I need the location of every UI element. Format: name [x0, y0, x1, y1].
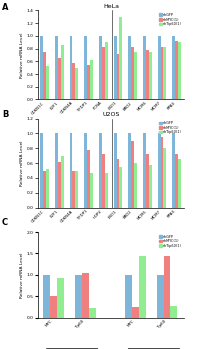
Text: A: A — [2, 3, 8, 13]
Bar — [146, 154, 149, 208]
Bar — [84, 134, 87, 208]
Bar — [40, 36, 43, 99]
Bar — [43, 275, 50, 318]
Bar — [61, 45, 64, 99]
Bar — [89, 308, 96, 318]
Bar — [84, 36, 87, 99]
Bar — [50, 296, 57, 318]
Text: B: B — [2, 110, 8, 119]
Text: MTcoR panel:
Cell Cycle: MTcoR panel: Cell Cycle — [62, 252, 85, 261]
Bar — [82, 273, 89, 318]
Bar — [58, 58, 61, 99]
Bar — [157, 275, 164, 318]
Bar — [172, 36, 175, 99]
Bar — [161, 137, 163, 208]
Bar — [61, 156, 64, 208]
Bar — [178, 42, 181, 99]
Title: HeLa: HeLa — [103, 4, 119, 9]
Text: MTcoR panel:
Cell Cycle: MTcoR panel: Cell Cycle — [62, 144, 85, 153]
Bar — [114, 36, 117, 99]
Bar — [117, 159, 119, 208]
Bar — [105, 173, 108, 208]
Bar — [70, 134, 72, 208]
Bar — [134, 163, 137, 208]
Text: MTcoR panel:
DNA replication/Cell Cycle: MTcoR panel: DNA replication/Cell Cycle — [125, 144, 171, 153]
Bar — [163, 47, 166, 99]
Bar — [40, 134, 43, 208]
Text: C: C — [2, 218, 8, 227]
Bar — [172, 134, 175, 208]
Bar — [87, 150, 90, 208]
Bar — [105, 42, 108, 99]
Bar — [128, 134, 131, 208]
Bar — [131, 47, 134, 99]
Bar — [75, 171, 78, 208]
Bar — [158, 36, 161, 99]
Bar — [134, 52, 137, 99]
Bar — [58, 162, 61, 208]
Bar — [131, 141, 134, 208]
Bar — [46, 169, 49, 208]
Bar — [163, 148, 166, 208]
Title: U2OS: U2OS — [102, 112, 120, 117]
Bar — [57, 278, 64, 318]
Bar — [75, 68, 78, 99]
Bar — [55, 36, 58, 99]
Bar — [90, 173, 93, 208]
Bar — [102, 47, 105, 99]
Bar — [161, 47, 163, 99]
Y-axis label: Relative mRNA Level: Relative mRNA Level — [20, 140, 24, 186]
Bar — [70, 36, 72, 99]
Bar — [146, 50, 149, 99]
Bar — [72, 62, 75, 99]
Bar — [139, 255, 146, 318]
Bar — [164, 255, 170, 318]
Bar — [178, 159, 181, 208]
Bar — [99, 36, 102, 99]
Bar — [128, 36, 131, 99]
Bar — [149, 52, 152, 99]
Legend: shGFP, shMYC(1), shTip60(1): shGFP, shMYC(1), shTip60(1) — [158, 234, 182, 248]
Bar — [132, 307, 139, 318]
Bar — [90, 60, 93, 99]
Bar — [87, 65, 90, 99]
Legend: shGFP, shMYC(1), shTip60(1): shGFP, shMYC(1), shTip60(1) — [158, 120, 182, 135]
Bar — [143, 36, 146, 99]
Bar — [99, 134, 102, 208]
Bar — [102, 154, 105, 208]
Bar — [114, 134, 117, 208]
Bar — [149, 165, 152, 208]
Bar — [143, 134, 146, 208]
Bar — [43, 52, 46, 99]
Y-axis label: Relative mRNA Level: Relative mRNA Level — [20, 252, 24, 298]
Text: MTcoR panel:
DNA replication/Cell Cycle: MTcoR panel: DNA replication/Cell Cycle — [125, 252, 171, 261]
Bar — [175, 41, 178, 99]
Bar — [170, 306, 177, 318]
Bar — [175, 154, 178, 208]
Bar — [125, 275, 132, 318]
Bar — [55, 134, 58, 208]
Bar — [117, 54, 119, 99]
Bar — [72, 171, 75, 208]
Legend: shGFP, shMYC(1), shTip60(1): shGFP, shMYC(1), shTip60(1) — [158, 12, 182, 27]
Bar — [119, 167, 122, 208]
Bar — [158, 134, 161, 208]
Bar — [46, 66, 49, 99]
Y-axis label: Relative mRNA Level: Relative mRNA Level — [20, 32, 24, 78]
Bar — [75, 275, 82, 318]
Bar — [119, 17, 122, 99]
Bar — [43, 171, 46, 208]
